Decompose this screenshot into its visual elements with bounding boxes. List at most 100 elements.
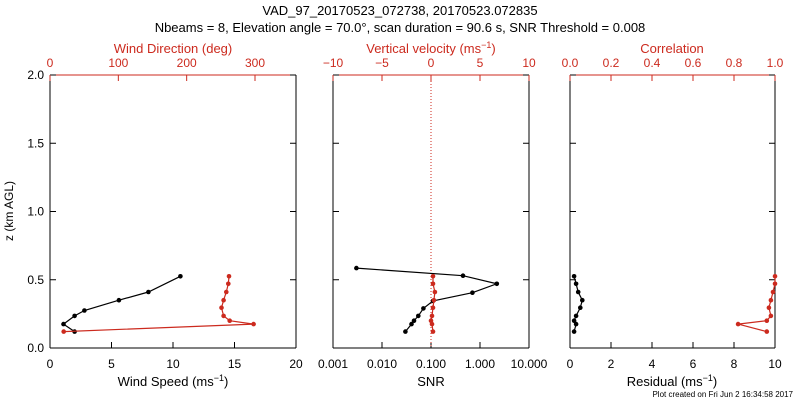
data-point (430, 329, 436, 334)
y-tick-label: 1.5 (27, 136, 44, 150)
x-top-tick-label: 300 (245, 56, 265, 70)
data-point (766, 305, 772, 311)
x-bottom-tick-label: 0.100 (416, 357, 446, 371)
data-point (460, 273, 466, 279)
x-bottom-tick-label: 2 (608, 357, 615, 371)
x-bottom-tick-label: 0 (47, 357, 54, 371)
data-point (430, 281, 436, 287)
data-point (416, 313, 421, 319)
x-bottom-tick-label: 4 (649, 357, 656, 371)
data-point (571, 329, 577, 334)
data-point (429, 313, 435, 319)
x-bottom-tick-label: 0 (567, 357, 574, 371)
x-top-tick-label: −5 (375, 56, 389, 70)
x-top-tick-label: −10 (323, 56, 344, 70)
data-point (219, 305, 224, 311)
y-tick-label: 1.0 (27, 205, 44, 219)
data-point (764, 329, 770, 334)
panel-residual: Correlation Residual (ms−1) (627, 41, 717, 389)
x-bottom-tick-label: 8 (731, 357, 738, 371)
x-top-tick-label: 0 (428, 56, 435, 70)
correlation-axis-label: Correlation (640, 41, 704, 56)
x-top-tick-label: 0.2 (603, 56, 620, 70)
data-point (224, 289, 229, 295)
data-point (575, 289, 581, 295)
panel-snr: Vertical velocity (ms−1) SNR (366, 40, 495, 389)
data-point (178, 274, 183, 279)
series-line-0 (62, 275, 181, 333)
data-point (226, 274, 232, 279)
x-bottom-tick-label: 1.000 (465, 357, 495, 371)
x-bottom-tick-label: 5 (108, 357, 115, 371)
x-bottom-tick-label: 10 (166, 357, 180, 371)
wind-direction-axis-label: Wind Direction (deg) (114, 41, 233, 56)
x-top-tick-label: 0 (47, 56, 54, 70)
x-bottom-tick-label: 10 (768, 357, 782, 371)
data-point (470, 290, 475, 296)
data-point (494, 281, 500, 287)
data-point (429, 321, 435, 327)
data-point (411, 318, 417, 324)
data-point (82, 308, 87, 313)
panel-0-marks: 0.00.51.01.52.00 5 10 15 200 100 200 300 (27, 56, 303, 371)
panel-2-marks: 0 2 4 6 8 10 0.0 0.2 0.4 0.6 0.8 1.0 (562, 56, 784, 371)
data-point (768, 297, 774, 303)
data-point (735, 321, 741, 327)
data-point (61, 329, 66, 334)
data-point (421, 306, 426, 311)
data-point (403, 329, 408, 334)
y-tick-label: 2.0 (27, 68, 44, 82)
data-point (227, 318, 232, 324)
data-point (430, 274, 436, 279)
x-top-tick-label: 0.4 (644, 56, 661, 70)
residual-axis-label: Residual (ms−1) (627, 373, 717, 389)
wind-speed-axis-label: Wind Speed (ms−1) (118, 373, 229, 389)
series-line-1 (737, 276, 776, 333)
x-bottom-tick-label: 20 (289, 357, 303, 371)
data-point (226, 281, 231, 287)
data-point (72, 313, 77, 319)
data-point (768, 313, 774, 319)
data-point (432, 289, 438, 295)
panel-wind: Wind Direction (deg) Wind Speed (ms−1) z… (2, 41, 232, 389)
series-line-1 (63, 276, 254, 333)
figure-title: VAD_97_20170523_072738, 20170523.072835 (262, 3, 537, 18)
plot-created-footer: Plot created on Fri Jun 2 16:34:58 2017 (652, 390, 793, 399)
snr-axis-label: SNR (417, 374, 444, 389)
y-axis-label: z (km AGL) (2, 181, 16, 241)
data-point (221, 313, 226, 319)
data-point (146, 289, 151, 295)
data-point (251, 321, 256, 327)
data-point (409, 321, 414, 327)
y-tick-label: 0.5 (27, 273, 44, 287)
x-top-tick-label: 100 (108, 56, 128, 70)
x-top-tick-label: 0.6 (685, 56, 702, 70)
x-bottom-tick-label: 15 (228, 357, 242, 371)
data-point (770, 289, 776, 295)
x-top-tick-label: 0.8 (726, 56, 743, 70)
figure-subtitle: Nbeams = 8, Elevation angle = 70.0°, sca… (155, 20, 646, 35)
data-point (578, 305, 583, 311)
data-point (764, 318, 770, 324)
data-point (116, 297, 122, 303)
data-point (772, 274, 778, 279)
data-point (573, 281, 579, 287)
data-point (580, 297, 585, 303)
data-point (430, 305, 436, 311)
x-top-tick-label: 200 (177, 56, 197, 70)
x-top-tick-label: 10 (522, 56, 536, 70)
panel-1-marks: 0.001 0.010 0.100 1.000 10.000 −10 −5 0 5 10 (318, 56, 548, 371)
y-tick-label: 0.0 (27, 341, 44, 355)
x-top-tick-label: 5 (477, 56, 484, 70)
data-point (573, 321, 579, 327)
data-point (772, 281, 778, 287)
data-point (61, 321, 66, 327)
x-top-tick-label: 0.0 (562, 56, 579, 70)
x-bottom-tick-label: 0.010 (367, 357, 397, 371)
series-line-0 (356, 267, 499, 332)
data-point (221, 297, 226, 303)
x-bottom-tick-label: 6 (690, 357, 697, 371)
data-point (571, 274, 577, 279)
